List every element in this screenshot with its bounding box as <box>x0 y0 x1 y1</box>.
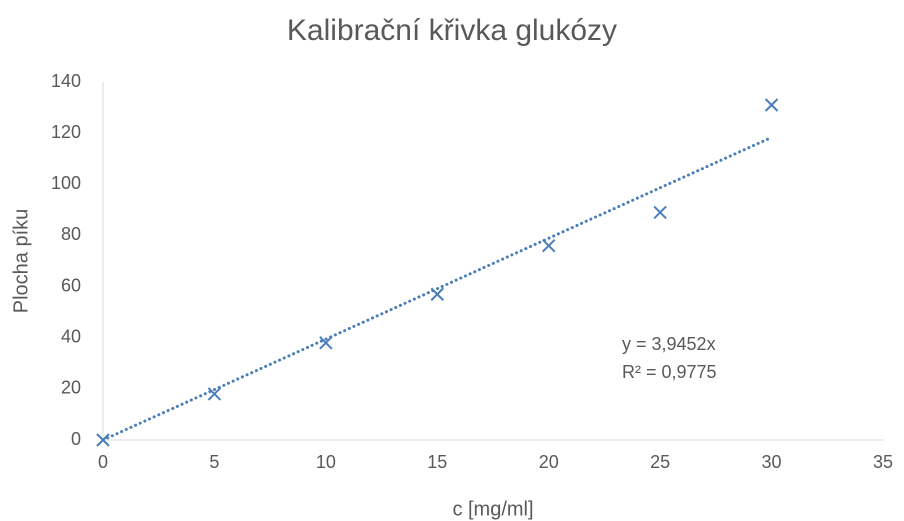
y-tick-label: 40 <box>61 326 81 346</box>
y-axis-label: Plocha píku <box>10 209 32 314</box>
marker <box>319 336 333 350</box>
y-tick-label: 120 <box>51 122 81 142</box>
marker <box>430 287 444 301</box>
chart-title: Kalibrační křivka glukózy <box>287 14 617 47</box>
marker <box>96 433 110 447</box>
x-tick-label: 10 <box>316 452 336 472</box>
x-tick-label: 35 <box>873 452 893 472</box>
x-tick-label: 25 <box>650 452 670 472</box>
x-tick-label: 30 <box>762 452 782 472</box>
x-tick-label: 15 <box>427 452 447 472</box>
marker <box>207 387 222 401</box>
trendline <box>101 135 774 442</box>
marker <box>653 205 667 220</box>
y-tick-label: 20 <box>61 378 81 398</box>
x-tick-label: 20 <box>539 452 559 472</box>
trendline-equation: y = 3,9452x <box>622 334 716 354</box>
x-tick-label: 0 <box>98 452 108 472</box>
y-tick-label: 0 <box>71 429 81 449</box>
marker <box>542 238 556 253</box>
x-axis-label: c [mg/ml] <box>452 498 533 520</box>
x-tick-label: 5 <box>209 452 219 472</box>
y-tick-label: 140 <box>51 71 81 91</box>
y-tick-label: 100 <box>51 173 81 193</box>
marker <box>764 98 779 112</box>
y-tick-label: 60 <box>61 275 81 295</box>
y-tick-label: 80 <box>61 224 81 244</box>
trendline-r-squared: R² = 0,9775 <box>622 362 717 382</box>
